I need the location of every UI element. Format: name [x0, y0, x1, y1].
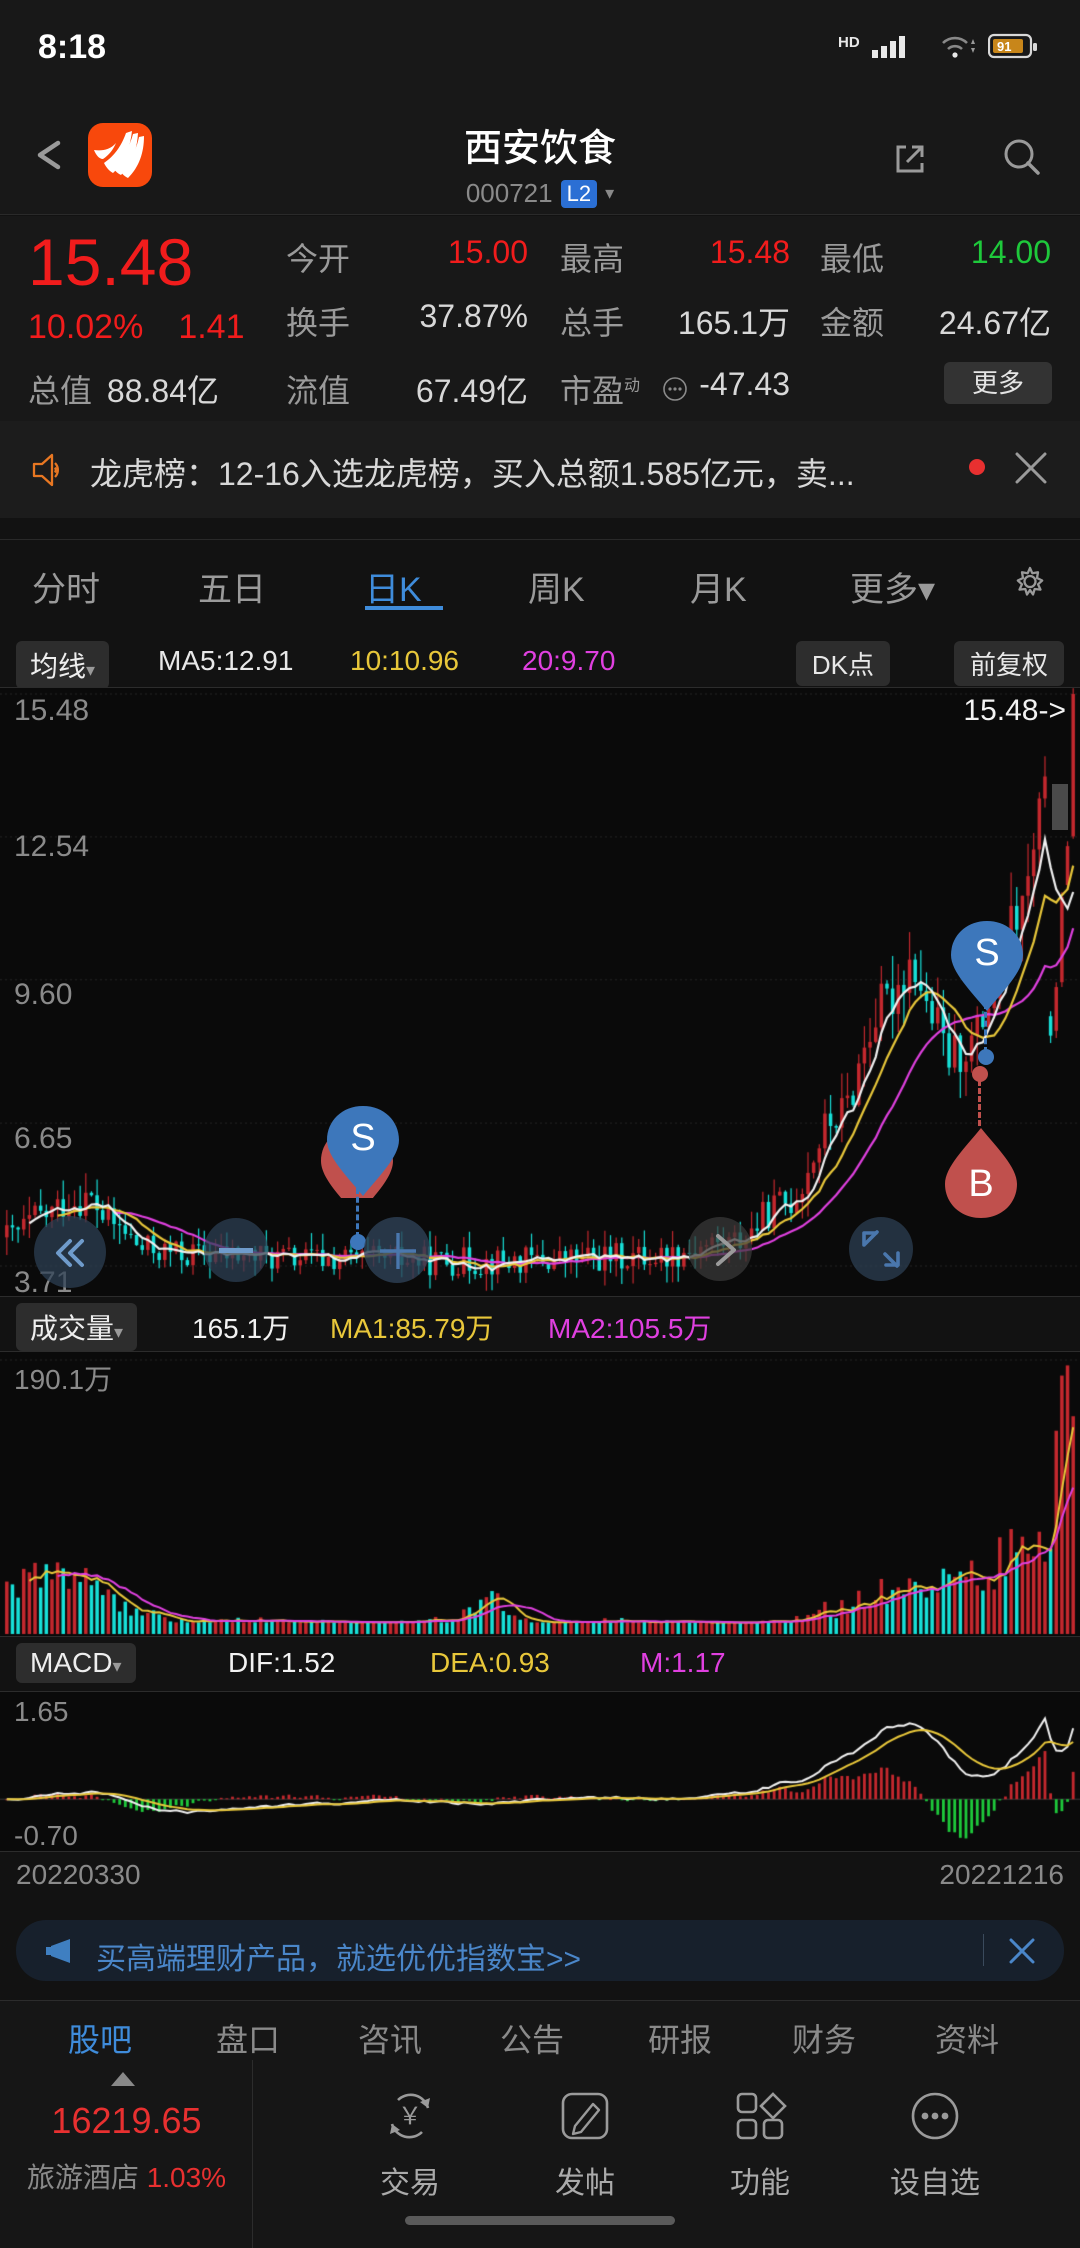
svg-text:91: 91 — [997, 39, 1011, 54]
svg-text:￥: ￥ — [398, 2103, 422, 2130]
svg-text:B: B — [968, 1163, 993, 1205]
svg-text:S: S — [974, 932, 999, 974]
svg-text:S: S — [350, 1117, 375, 1159]
svg-text:HD: HD — [838, 34, 860, 51]
